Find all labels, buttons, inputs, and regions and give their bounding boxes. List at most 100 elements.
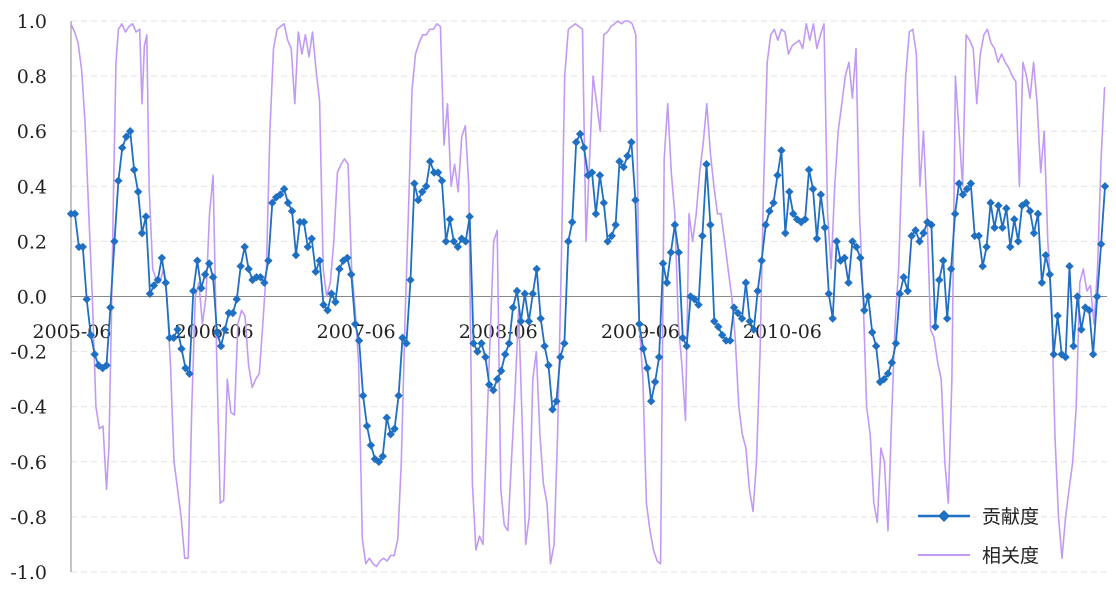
data-point-contribution: [469, 339, 478, 348]
data-point-contribution: [1006, 242, 1015, 252]
data-point-contribution: [208, 273, 218, 282]
data-point-contribution: [698, 231, 707, 241]
data-point-contribution: [122, 132, 131, 141]
data-point-contribution: [1025, 206, 1035, 216]
data-point-contribution: [232, 295, 241, 304]
data-point-contribution: [1014, 237, 1023, 246]
data-point-contribution: [587, 168, 597, 177]
data-point-contribution: [528, 289, 537, 298]
data-point-contribution: [524, 317, 534, 326]
data-point-contribution: [1100, 182, 1110, 191]
data-point-contribution: [1002, 204, 1011, 213]
data-point-contribution: [1033, 209, 1043, 219]
data-point-contribution: [868, 328, 877, 337]
data-point-contribution: [331, 297, 340, 307]
data-point-contribution: [954, 179, 964, 188]
data-point-contribution: [473, 347, 482, 356]
data-point-contribution: [418, 187, 427, 197]
data-point-contribution: [962, 184, 972, 194]
data-point-contribution: [193, 256, 202, 265]
data-point-contribution: [856, 253, 865, 263]
data-point-contribution: [706, 220, 715, 230]
data-point-contribution: [303, 242, 312, 252]
data-point-contribution: [485, 380, 494, 389]
data-point-contribution: [765, 206, 774, 216]
data-point-contribution: [197, 284, 206, 293]
data-point-contribution: [82, 295, 91, 304]
data-point-contribution: [812, 234, 822, 243]
y-tick-label: -1.0: [10, 562, 47, 584]
grid-layer: [71, 20, 1107, 573]
data-point-contribution: [939, 256, 948, 265]
data-point-contribution: [350, 319, 360, 329]
data-point-contribution: [1092, 292, 1102, 301]
data-point-contribution: [623, 151, 632, 161]
data-point-contribution: [804, 165, 814, 174]
data-point-contribution: [1029, 228, 1039, 238]
data-point-contribution: [603, 237, 612, 246]
data-point-contribution: [102, 361, 111, 370]
data-point-contribution: [398, 333, 407, 343]
data-point-contribution: [714, 322, 723, 332]
data-point-contribution: [410, 179, 419, 188]
data-point-contribution: [911, 226, 920, 235]
data-point-contribution: [118, 143, 127, 152]
data-point-contribution: [299, 217, 309, 227]
data-point-contribution: [978, 261, 987, 271]
data-point-contribution: [264, 256, 273, 265]
data-point-contribution: [283, 198, 293, 208]
data-point-contribution: [228, 308, 238, 318]
data-point-contribution: [777, 146, 786, 155]
data-point-contribution: [595, 171, 605, 180]
data-point-contribution: [236, 261, 245, 271]
data-point-contribution: [212, 328, 222, 337]
data-point-contribution: [520, 289, 530, 298]
data-point-contribution: [453, 242, 463, 252]
data-point-contribution: [599, 198, 608, 208]
data-point-contribution: [666, 248, 676, 257]
data-point-contribution: [161, 278, 170, 287]
data-point-contribution: [950, 209, 960, 219]
data-point-contribution: [658, 259, 668, 268]
data-point-contribution: [710, 317, 719, 326]
data-point-contribution: [496, 366, 506, 376]
data-point-contribution: [785, 187, 794, 197]
data-point-contribution: [796, 217, 806, 227]
data-point-contribution: [1053, 311, 1062, 320]
data-point-contribution: [394, 391, 403, 400]
data-point-contribution: [1041, 250, 1050, 260]
data-point-contribution: [718, 330, 727, 340]
data-point-contribution: [78, 242, 88, 252]
data-point-contribution: [982, 242, 991, 252]
data-point-contribution: [883, 369, 893, 378]
data-point-contribution: [899, 273, 908, 282]
data-point-contribution: [307, 234, 316, 243]
data-point-contribution: [611, 220, 620, 230]
data-point-contribution: [773, 171, 782, 180]
data-point-contribution: [441, 237, 451, 246]
data-point-contribution: [86, 330, 95, 340]
data-point-contribution: [1021, 198, 1031, 208]
data-point-contribution: [575, 129, 585, 139]
y-tick-label: 1.0: [17, 11, 47, 33]
data-point-contribution: [386, 430, 395, 439]
data-point-contribution: [145, 289, 155, 298]
data-point-contribution: [1088, 350, 1098, 359]
data-point-contribution: [291, 250, 301, 260]
data-point-contribution: [181, 363, 190, 373]
data-point-contribution: [402, 339, 411, 348]
data-point-contribution: [354, 336, 364, 345]
data-point-contribution: [607, 231, 616, 241]
data-point-contribution: [820, 223, 830, 232]
data-point-contribution: [445, 215, 455, 224]
data-point-contribution: [157, 253, 167, 263]
data-point-contribution: [508, 303, 518, 312]
data-point-contribution: [931, 322, 940, 332]
data-point-contribution: [70, 209, 80, 219]
data-point-contribution: [1085, 306, 1094, 315]
data-point-contribution: [556, 352, 565, 362]
data-point-contribution: [678, 333, 687, 343]
data-point-contribution: [915, 237, 924, 246]
data-point-contribution: [808, 184, 818, 194]
